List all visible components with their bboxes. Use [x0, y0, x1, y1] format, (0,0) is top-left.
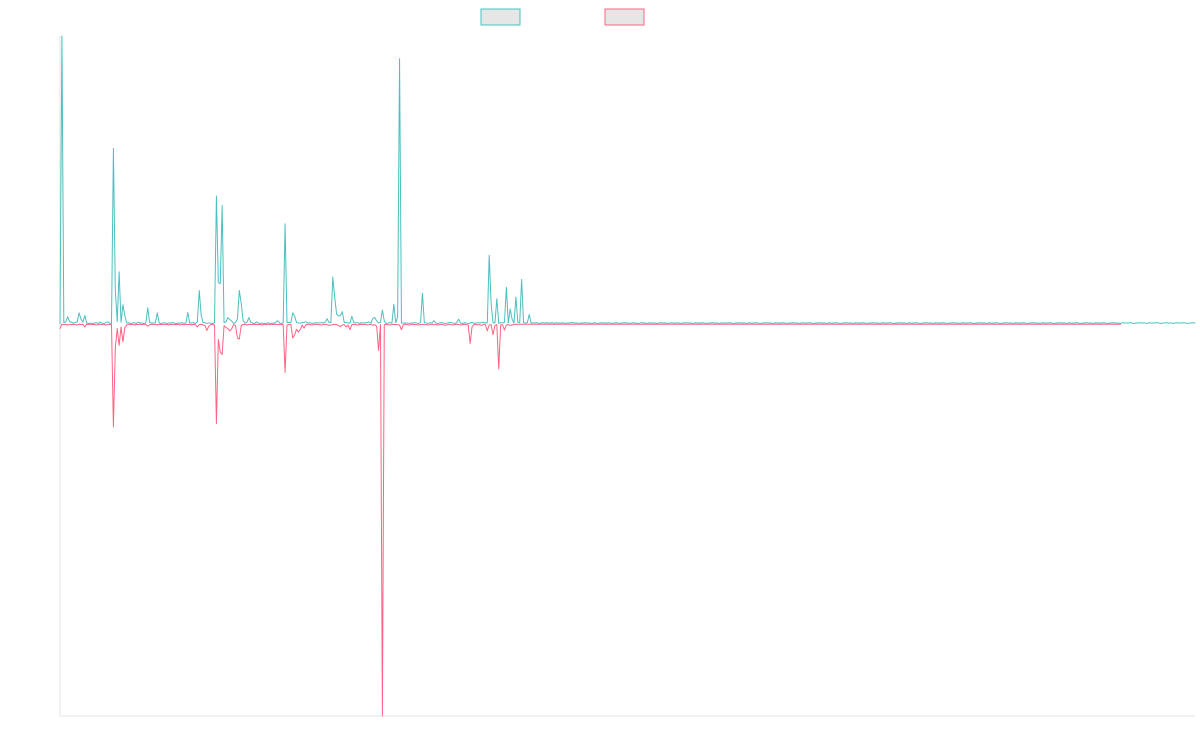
series-line-1 — [59, 35, 1196, 325]
series-layer — [59, 35, 1196, 717]
legend-swatch-1[interactable] — [480, 8, 521, 26]
axes — [59, 36, 1195, 717]
legend[interactable] — [480, 8, 645, 26]
series-line-2 — [59, 323, 1122, 717]
legend-swatch-2[interactable] — [604, 8, 645, 26]
